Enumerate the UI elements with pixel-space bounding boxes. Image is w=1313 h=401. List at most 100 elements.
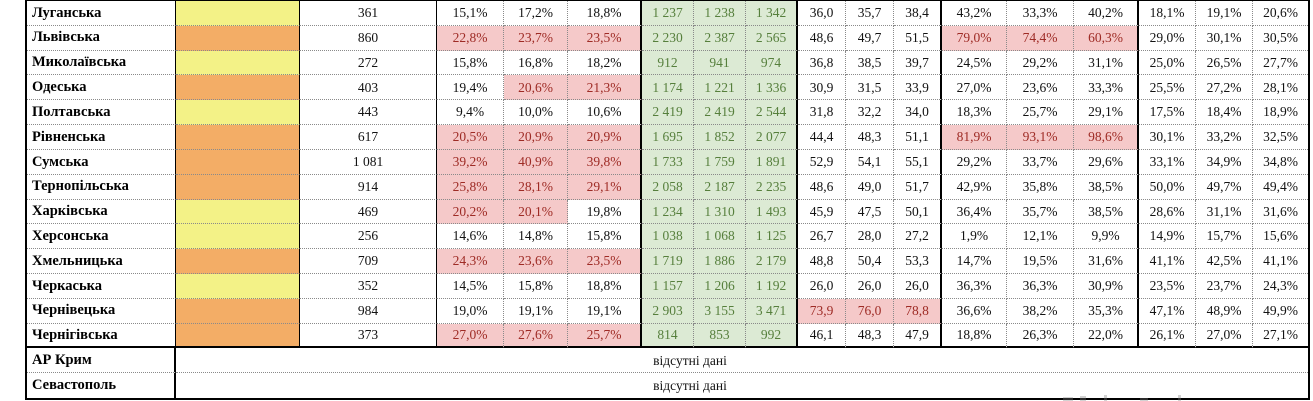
share-cell: 15,8% bbox=[568, 224, 642, 250]
share-cell: 30,5% bbox=[1253, 26, 1308, 51]
region-color-swatch bbox=[176, 273, 300, 299]
share-cell: 24,5% bbox=[942, 50, 1007, 76]
share-cell: 93,1% bbox=[1007, 125, 1074, 150]
region-color-swatch bbox=[176, 298, 300, 324]
average-value-cell: 30,9 bbox=[798, 75, 846, 101]
region-data-table: Луганська 361 15,1% 17,2% 18,8% 1 237 1 238 1 3… bbox=[25, 0, 1310, 400]
share-cell: 27,0% bbox=[1196, 323, 1253, 349]
share-cell: 24,3% bbox=[437, 249, 504, 274]
region-color-swatch bbox=[176, 1, 300, 26]
share-cell: 33,3% bbox=[1007, 1, 1074, 26]
share-cell: 40,9% bbox=[504, 149, 568, 175]
share-cell: 29,6% bbox=[1074, 149, 1139, 175]
share-cell: 35,7% bbox=[1007, 199, 1074, 225]
absolute-number-cell: 1 206 bbox=[694, 273, 746, 299]
share-cell: 31,6% bbox=[1253, 200, 1308, 225]
share-cell: 42,9% bbox=[942, 174, 1007, 200]
share-cell: 26,5% bbox=[1196, 50, 1253, 76]
region-color-swatch bbox=[176, 249, 300, 274]
share-cell: 18,8% bbox=[568, 273, 642, 299]
region-color-swatch bbox=[176, 199, 300, 225]
share-cell: 79,0% bbox=[942, 25, 1007, 51]
absolute-number-cell: 1 891 bbox=[746, 149, 798, 175]
region-name-cell: Харківська bbox=[27, 199, 176, 225]
average-value-cell: 47,9 bbox=[894, 323, 942, 349]
share-cell: 74,4% bbox=[1007, 25, 1074, 51]
count-cell: 352 bbox=[300, 273, 437, 299]
average-value-cell: 48,6 bbox=[798, 25, 846, 51]
share-cell: 20,6% bbox=[504, 75, 568, 101]
region-name-cell: Херсонська bbox=[27, 224, 176, 250]
average-value-cell: 39,7 bbox=[894, 50, 942, 76]
average-value-cell: 34,0 bbox=[894, 100, 942, 126]
absolute-number-cell: 1 886 bbox=[694, 249, 746, 274]
absolute-number-cell: 1 068 bbox=[694, 224, 746, 250]
region-color-swatch bbox=[176, 125, 300, 150]
share-cell: 27,0% bbox=[437, 323, 504, 349]
absolute-number-cell: 814 bbox=[642, 323, 694, 349]
region-name-cell: Миколаївська bbox=[27, 50, 176, 76]
absolute-number-cell: 3 155 bbox=[694, 298, 746, 324]
average-value-cell: 76,0 bbox=[846, 298, 894, 324]
share-cell: 27,7% bbox=[1253, 51, 1308, 76]
average-value-cell: 31,8 bbox=[798, 100, 846, 126]
share-cell: 20,5% bbox=[437, 125, 504, 150]
share-cell: 43,2% bbox=[942, 1, 1007, 26]
share-cell: 42,5% bbox=[1196, 249, 1253, 274]
absolute-number-cell: 1 733 bbox=[642, 149, 694, 175]
share-cell: 40,2% bbox=[1074, 1, 1139, 26]
absolute-number-cell: 1 174 bbox=[642, 75, 694, 101]
average-value-cell: 35,7 bbox=[846, 1, 894, 26]
absolute-number-cell: 974 bbox=[746, 50, 798, 76]
average-value-cell: 50,1 bbox=[894, 199, 942, 225]
share-cell: 23,6% bbox=[1007, 75, 1074, 101]
average-value-cell: 51,1 bbox=[894, 125, 942, 150]
count-cell: 443 bbox=[300, 100, 437, 126]
no-data-cell: відсутні дані bbox=[653, 377, 727, 393]
share-cell: 14,8% bbox=[504, 224, 568, 250]
average-value-cell: 51,5 bbox=[894, 25, 942, 51]
share-cell: 25,7% bbox=[568, 323, 642, 349]
share-cell: 16,8% bbox=[504, 50, 568, 76]
average-value-cell: 49,0 bbox=[846, 174, 894, 200]
average-value-cell: 36,0 bbox=[798, 1, 846, 26]
share-cell: 20,9% bbox=[504, 125, 568, 150]
share-cell: 27,2% bbox=[1196, 75, 1253, 101]
absolute-number-cell: 853 bbox=[694, 323, 746, 349]
region-color-swatch bbox=[176, 25, 300, 51]
share-cell: 18,8% bbox=[942, 323, 1007, 349]
share-cell: 33,3% bbox=[1074, 75, 1139, 101]
share-cell: 33,1% bbox=[1139, 149, 1196, 175]
region-name-cell: Севастополь bbox=[27, 373, 176, 398]
share-cell: 20,6% bbox=[1253, 1, 1308, 26]
share-cell: 41,1% bbox=[1139, 249, 1196, 274]
share-cell: 15,8% bbox=[437, 50, 504, 76]
absolute-number-cell: 2 419 bbox=[694, 100, 746, 126]
share-cell: 31,6% bbox=[1074, 249, 1139, 274]
absolute-number-cell: 1 342 bbox=[746, 1, 798, 26]
share-cell: 98,6% bbox=[1074, 125, 1139, 150]
count-cell: 860 bbox=[300, 25, 437, 51]
average-value-cell: 32,2 bbox=[846, 100, 894, 126]
count-cell: 617 bbox=[300, 125, 437, 150]
share-cell: 29,1% bbox=[568, 174, 642, 200]
count-cell: 984 bbox=[300, 298, 437, 324]
absolute-number-cell: 1 038 bbox=[642, 224, 694, 250]
share-cell: 38,5% bbox=[1074, 174, 1139, 200]
region-color-swatch bbox=[176, 75, 300, 101]
share-cell: 50,0% bbox=[1139, 174, 1196, 200]
share-cell: 35,8% bbox=[1007, 174, 1074, 200]
share-cell: 19,0% bbox=[437, 298, 504, 324]
absolute-number-cell: 1 719 bbox=[642, 249, 694, 274]
absolute-number-cell: 1 237 bbox=[642, 1, 694, 26]
absolute-number-cell: 912 bbox=[642, 50, 694, 76]
average-value-cell: 54,1 bbox=[846, 149, 894, 175]
share-cell: 31,1% bbox=[1196, 199, 1253, 225]
absolute-number-cell: 2 565 bbox=[746, 25, 798, 51]
share-cell: 14,5% bbox=[437, 273, 504, 299]
absolute-number-cell: 2 230 bbox=[642, 25, 694, 51]
share-cell: 35,3% bbox=[1074, 298, 1139, 324]
share-cell: 23,5% bbox=[568, 25, 642, 51]
watermark-remnant bbox=[0, 395, 1313, 401]
